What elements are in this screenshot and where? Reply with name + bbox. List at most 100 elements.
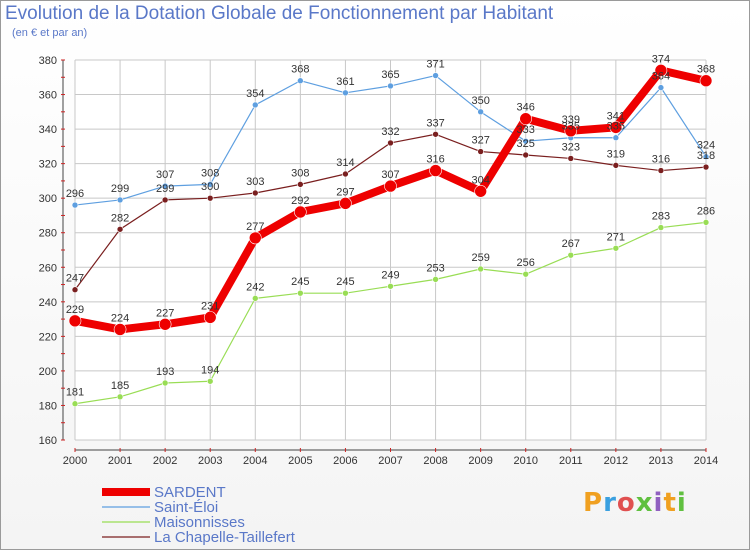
data-point — [432, 130, 439, 138]
y-tick-label: 340 — [39, 124, 57, 136]
data-label: 229 — [66, 304, 84, 316]
data-label: 324 — [697, 140, 715, 152]
data-label: 282 — [111, 212, 129, 224]
data-label: 231 — [201, 300, 219, 312]
data-label: 335 — [562, 121, 580, 133]
data-label: 346 — [517, 102, 535, 114]
x-tick-label: 2010 — [513, 455, 537, 467]
data-point — [342, 289, 349, 297]
x-tick-label: 2005 — [288, 455, 312, 467]
data-point — [657, 167, 665, 174]
x-tick-label: 2009 — [468, 455, 492, 467]
data-point — [113, 323, 127, 336]
data-point — [564, 124, 578, 138]
data-label: 277 — [246, 221, 264, 233]
data-point — [432, 276, 439, 283]
data-point — [71, 400, 79, 408]
data-point — [342, 170, 349, 178]
data-point — [68, 314, 82, 328]
data-label: 271 — [607, 231, 625, 243]
x-tick-label: 2008 — [423, 455, 447, 467]
data-label: 335 — [607, 121, 625, 133]
data-label: 374 — [652, 53, 670, 65]
y-tick-label: 280 — [39, 228, 57, 240]
chart-title: Evolution de la Dotation Globale de Fonc… — [5, 3, 554, 24]
data-label: 365 — [381, 69, 399, 81]
data-label: 242 — [246, 281, 264, 293]
data-label: 249 — [381, 269, 399, 281]
data-label: 304 — [471, 174, 489, 186]
data-point — [206, 181, 214, 188]
data-point — [519, 112, 533, 126]
y-tick-label: 160 — [39, 435, 57, 447]
x-tick-label: 2011 — [559, 455, 583, 467]
data-labels: 247 282 299 300 303 308 314 332 337 327 325 323 319 3… — [66, 53, 715, 398]
data-point — [429, 164, 442, 177]
data-point — [116, 196, 124, 204]
y-tick-label: 240 — [39, 297, 57, 309]
data-label: 354 — [246, 88, 264, 100]
data-label: 325 — [517, 138, 535, 150]
data-point — [297, 289, 304, 297]
x-tick-label: 2013 — [649, 455, 673, 467]
legend-label: Saint-Éloi — [154, 499, 218, 516]
y-tick-label: 200 — [39, 366, 57, 378]
series-maisonnisses — [71, 219, 710, 408]
data-label: 371 — [426, 59, 444, 71]
data-label: 256 — [517, 257, 535, 269]
data-point — [384, 179, 397, 193]
data-label: 327 — [471, 135, 489, 147]
data-label: 307 — [156, 169, 174, 181]
data-point — [339, 197, 352, 210]
data-point — [342, 89, 349, 97]
data-point — [251, 295, 259, 302]
data-point — [432, 72, 439, 79]
data-label: 259 — [471, 252, 489, 264]
y-tick-label: 260 — [39, 262, 57, 274]
data-point — [116, 225, 124, 233]
y-tick-label: 300 — [39, 193, 57, 205]
data-label: 296 — [66, 188, 84, 200]
data-label: 316 — [426, 154, 444, 166]
data-point — [609, 121, 623, 134]
data-label: 303 — [246, 176, 264, 188]
data-point — [161, 379, 169, 387]
data-point — [654, 64, 668, 77]
data-point — [702, 163, 710, 171]
y-tick-label: 380 — [39, 55, 57, 67]
data-point — [387, 282, 394, 290]
data-label: 299 — [156, 183, 174, 195]
series-sardent — [68, 64, 713, 336]
data-label: 318 — [697, 150, 715, 162]
data-point — [567, 251, 575, 259]
data-label: 308 — [201, 167, 219, 179]
data-label: 337 — [426, 117, 444, 129]
data-point — [294, 205, 307, 219]
series-layer — [68, 64, 713, 408]
data-point — [297, 77, 304, 85]
data-point — [71, 286, 79, 294]
x-tick-label: 2004 — [243, 455, 267, 467]
data-label: 247 — [66, 273, 84, 285]
data-label: 181 — [66, 387, 84, 399]
data-point — [206, 377, 214, 385]
y-tick-label: 180 — [39, 400, 57, 412]
data-label: 300 — [201, 181, 219, 193]
data-point — [251, 101, 259, 109]
x-tick-label: 2001 — [108, 455, 132, 467]
data-label: 193 — [156, 366, 174, 378]
data-label: 361 — [336, 76, 354, 88]
data-point — [702, 219, 710, 226]
data-label: 297 — [336, 186, 354, 198]
data-label: 364 — [652, 71, 670, 83]
y-tick-label: 360 — [39, 90, 57, 102]
data-label: 339 — [562, 114, 580, 126]
data-label: 368 — [291, 64, 309, 76]
data-label: 194 — [201, 364, 219, 376]
data-label: 341 — [607, 110, 625, 122]
data-point — [612, 134, 620, 142]
data-label: 245 — [336, 276, 354, 288]
x-tick-label: 2002 — [153, 455, 177, 467]
data-label: 292 — [291, 195, 309, 207]
